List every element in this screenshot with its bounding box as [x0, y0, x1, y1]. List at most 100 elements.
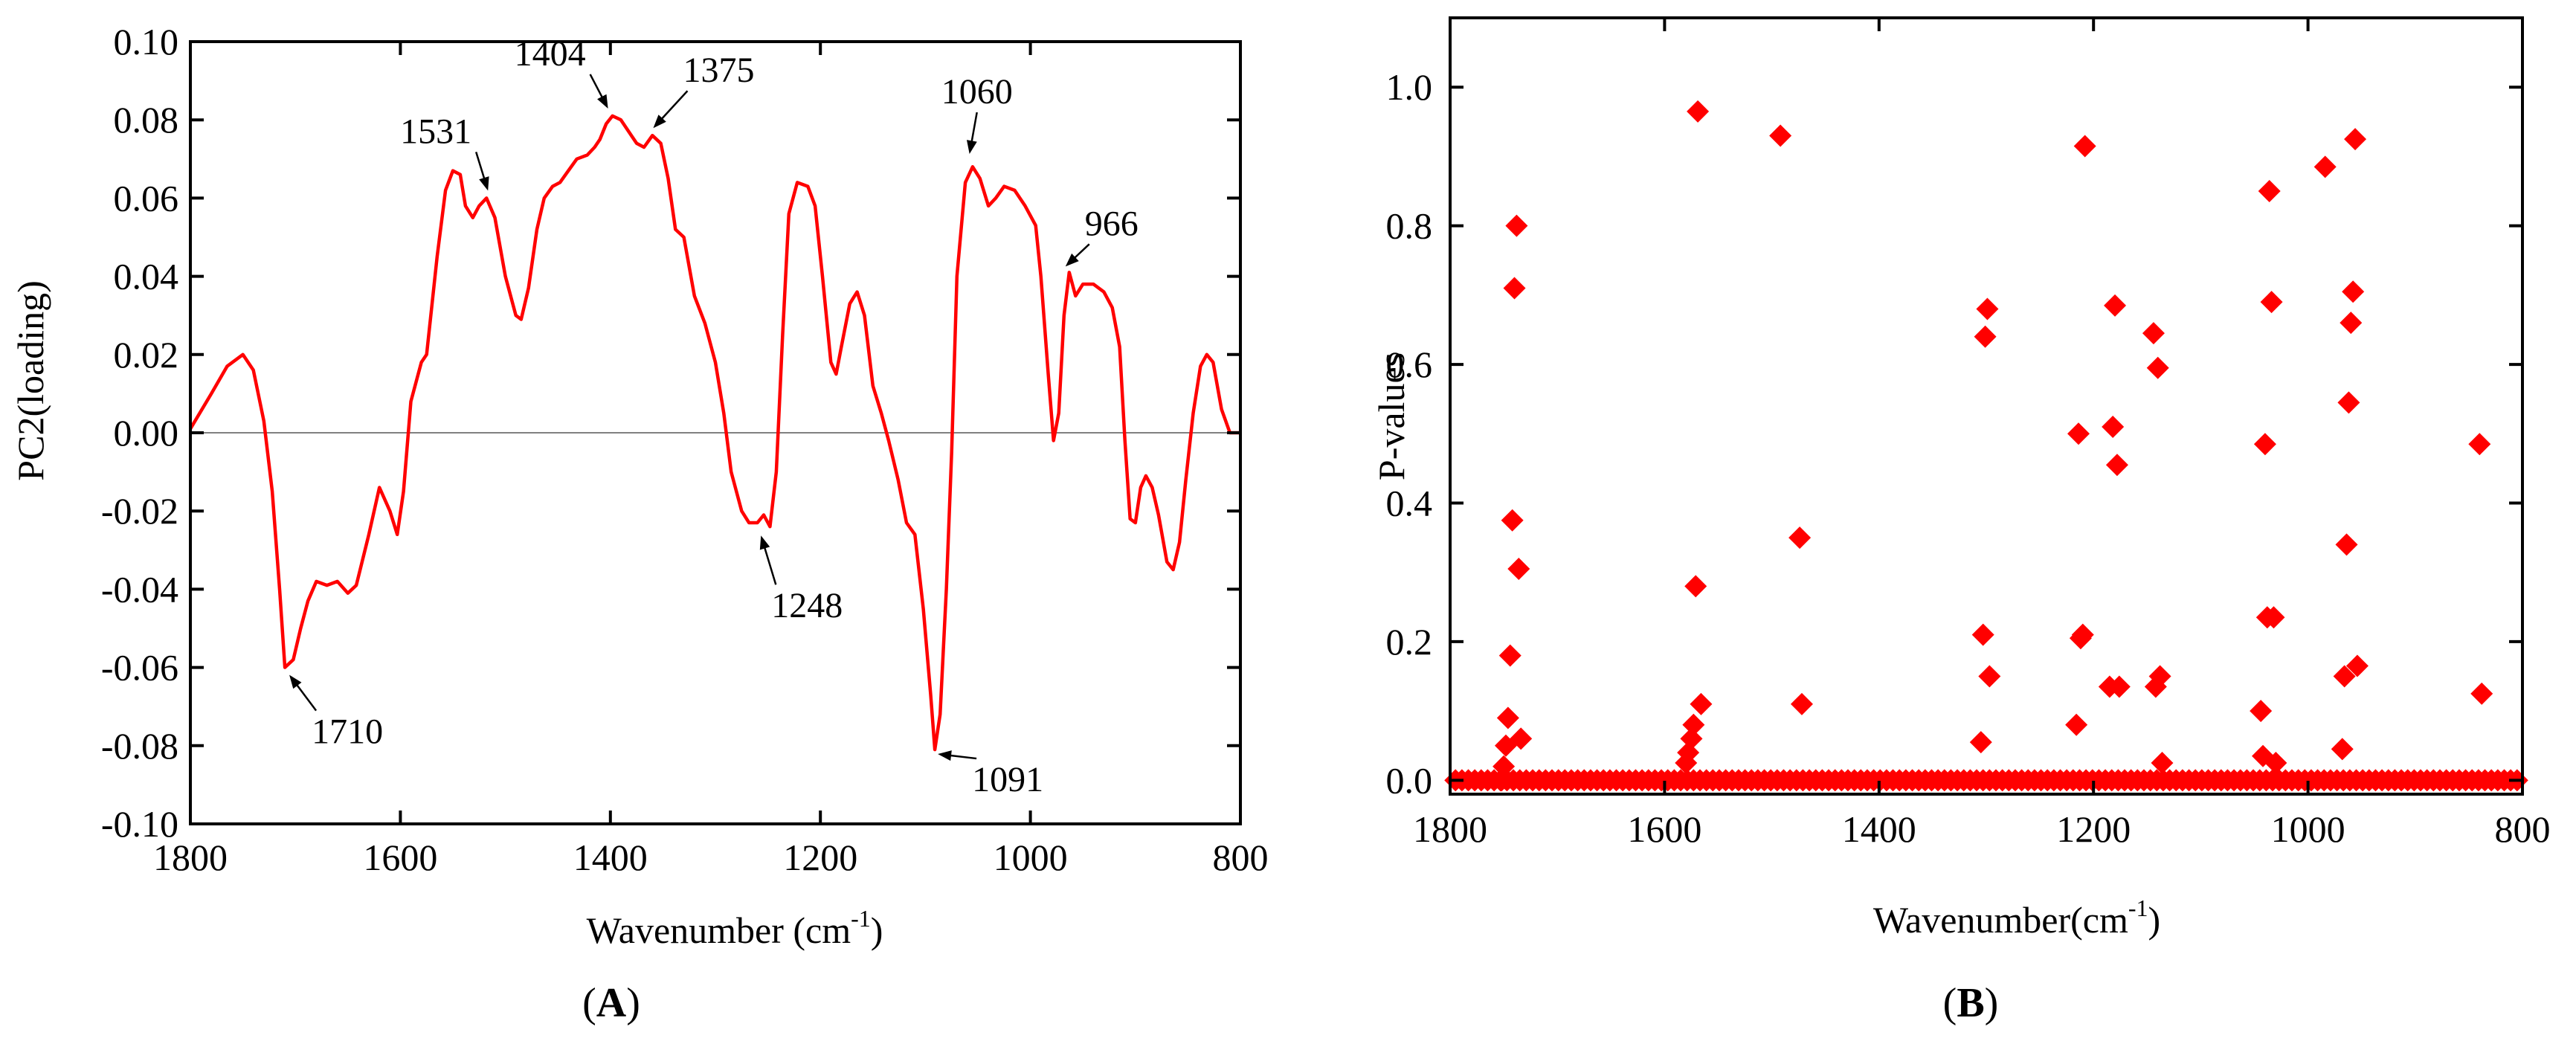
scatter-point: [1790, 692, 1813, 715]
panel-b-chart: 1800 1600 1400 1200 1000 800 0.0 0.2 0.4 0.6 0.8 1.…: [1371, 16, 2551, 1026]
annotation-arrow-head: [653, 115, 666, 129]
panel-b-x-tick-label: 1600: [1627, 808, 1701, 850]
scatter-point: [2331, 738, 2354, 761]
scatter-point: [2470, 682, 2493, 705]
scatter-point: [2342, 280, 2365, 303]
scatter-point: [2250, 700, 2273, 723]
scatter-point: [1503, 277, 1526, 300]
panel-a-y-tick-label: -0.08: [101, 725, 178, 767]
scatter-point: [2151, 752, 2174, 775]
scatter-point: [1510, 727, 1533, 750]
scatter-point: [1501, 509, 1524, 532]
panel-a-y-tick-label: -0.06: [101, 647, 178, 689]
scatter-point: [2142, 322, 2165, 345]
panel-a-annotations: 1710 1531 1404 1375 1248 1060 1091 966: [289, 34, 1139, 799]
scatter-point: [1978, 665, 2001, 688]
annotation-arrow-head: [938, 750, 952, 761]
scatter-point: [2258, 180, 2281, 203]
panel-b-y-tick-label: 1.0: [1386, 66, 1433, 108]
panel-a-x-tick-label: 1200: [783, 837, 857, 878]
scatter-point: [2105, 454, 2128, 477]
scatter-point: [2335, 533, 2358, 556]
panel-b-frame: [1449, 16, 2524, 796]
scatter-point: [2065, 713, 2088, 736]
annotation-arrow-shaft: [1072, 243, 1090, 260]
scatter-point: [2148, 665, 2171, 688]
panel-b-label-close: ): [1985, 980, 1999, 1026]
panel-b-y-tick-label: 0.6: [1386, 344, 1433, 385]
panel-a-x-axis-title-main: Wavenumber (cm: [587, 909, 851, 951]
scatter-point: [2067, 422, 2090, 445]
panel-a-x-tick-label: 800: [1213, 837, 1269, 878]
annotation-label-966: 966: [1085, 204, 1139, 243]
panel-a-label-close: ): [626, 980, 640, 1026]
scatter-point: [2313, 155, 2337, 178]
scatter-point: [2253, 433, 2276, 456]
panel-b-x-axis-title-main: Wavenumber(cm: [1873, 899, 2128, 941]
scatter-point: [1493, 755, 1516, 778]
scatter-point: [2468, 433, 2491, 456]
panel-a-plot-area: [189, 114, 1240, 752]
panel-b-x-tick-label: 1200: [2056, 808, 2131, 850]
annotation-label-1710: 1710: [312, 712, 383, 752]
scatter-point: [2344, 128, 2367, 151]
panel-b-plot-area: [1444, 100, 2528, 792]
panel-b-x-axis-title-superscript: -1: [2128, 895, 2148, 921]
scatter-point: [2104, 294, 2127, 317]
scatter-point: [1490, 769, 1513, 792]
panel-b-x-tick-label: 1000: [2271, 808, 2345, 850]
panel-a-x-tick-label: 1600: [363, 837, 437, 878]
panel-b-x-axis-title-close: ): [2148, 899, 2161, 941]
panel-a-y-tick-label: 0.06: [114, 177, 179, 219]
annotation-arrow-head: [597, 94, 608, 109]
annotation-label-1375: 1375: [683, 51, 754, 90]
panel-a-y-tick-label: -0.04: [101, 568, 178, 610]
panel-a-x-tick-label: 1800: [153, 837, 228, 878]
panel-b-y-axis-title: P-values: [1371, 352, 1412, 480]
panel-b-y-tick-label: 0.4: [1386, 483, 1433, 524]
scatter-point: [1684, 575, 1707, 598]
annotation-label-1531: 1531: [400, 112, 471, 151]
panel-a-x-tick-label: 1400: [573, 837, 648, 878]
scatter-point: [1788, 526, 1812, 550]
annotation-arrow-shaft: [660, 90, 689, 121]
scatter-point: [1498, 644, 1522, 667]
scatter-point: [2264, 752, 2287, 775]
panel-a-y-tick-label: 0.08: [114, 99, 179, 141]
panel-a-label: (A): [582, 980, 640, 1026]
panel-a-y-tick-label: 0.02: [114, 334, 179, 376]
annotation-arrow-head: [289, 674, 302, 689]
panel-a-y-tick-label: 0.04: [114, 256, 179, 297]
annotation-arrow-head: [966, 140, 977, 155]
panel-b-y-tick-label: 0.2: [1386, 621, 1433, 663]
panel-b-axes: 1800 1600 1400 1200 1000 800 0.0 0.2 0.4 0.6 0.8 1.…: [1386, 16, 2551, 850]
panel-b-label-open: (: [1943, 980, 1957, 1026]
panel-b-x-tick-label: 800: [2495, 808, 2551, 850]
annotation-label-1091: 1091: [972, 760, 1043, 799]
panel-b-label: (B): [1943, 980, 1999, 1026]
panel-a-x-axis-title-superscript: -1: [851, 905, 871, 932]
annotation-arrow-shaft: [589, 74, 605, 100]
annotation-arrow-head: [479, 176, 489, 191]
scatter-point: [2345, 654, 2369, 677]
scatter-point: [1976, 297, 1999, 320]
scatter-point: [2102, 415, 2125, 438]
scatter-point: [1971, 623, 1994, 646]
panel-a-y-tick-label: -0.02: [101, 490, 178, 532]
annotation-label-1404: 1404: [515, 34, 586, 74]
scatter-point: [1505, 214, 1528, 237]
panel-a-y-tick-label: 0.00: [114, 412, 179, 454]
panel-b-x-tick-label: 1800: [1413, 808, 1487, 850]
scatter-point: [1507, 558, 1530, 581]
scatter-point: [1687, 100, 1710, 123]
annotation-arrow-shaft: [947, 754, 977, 760]
annotation-arrow-shaft: [970, 112, 978, 144]
panel-a-y-tick-label: -0.10: [101, 803, 178, 845]
panel-b-y-tick-label: 0.0: [1386, 759, 1433, 801]
annotation-label-1248: 1248: [771, 586, 843, 625]
scatter-point: [1682, 713, 1705, 736]
scatter-point: [2262, 606, 2285, 629]
panel-a-label-open: (: [582, 980, 596, 1026]
annotation-arrow-head: [759, 535, 770, 550]
